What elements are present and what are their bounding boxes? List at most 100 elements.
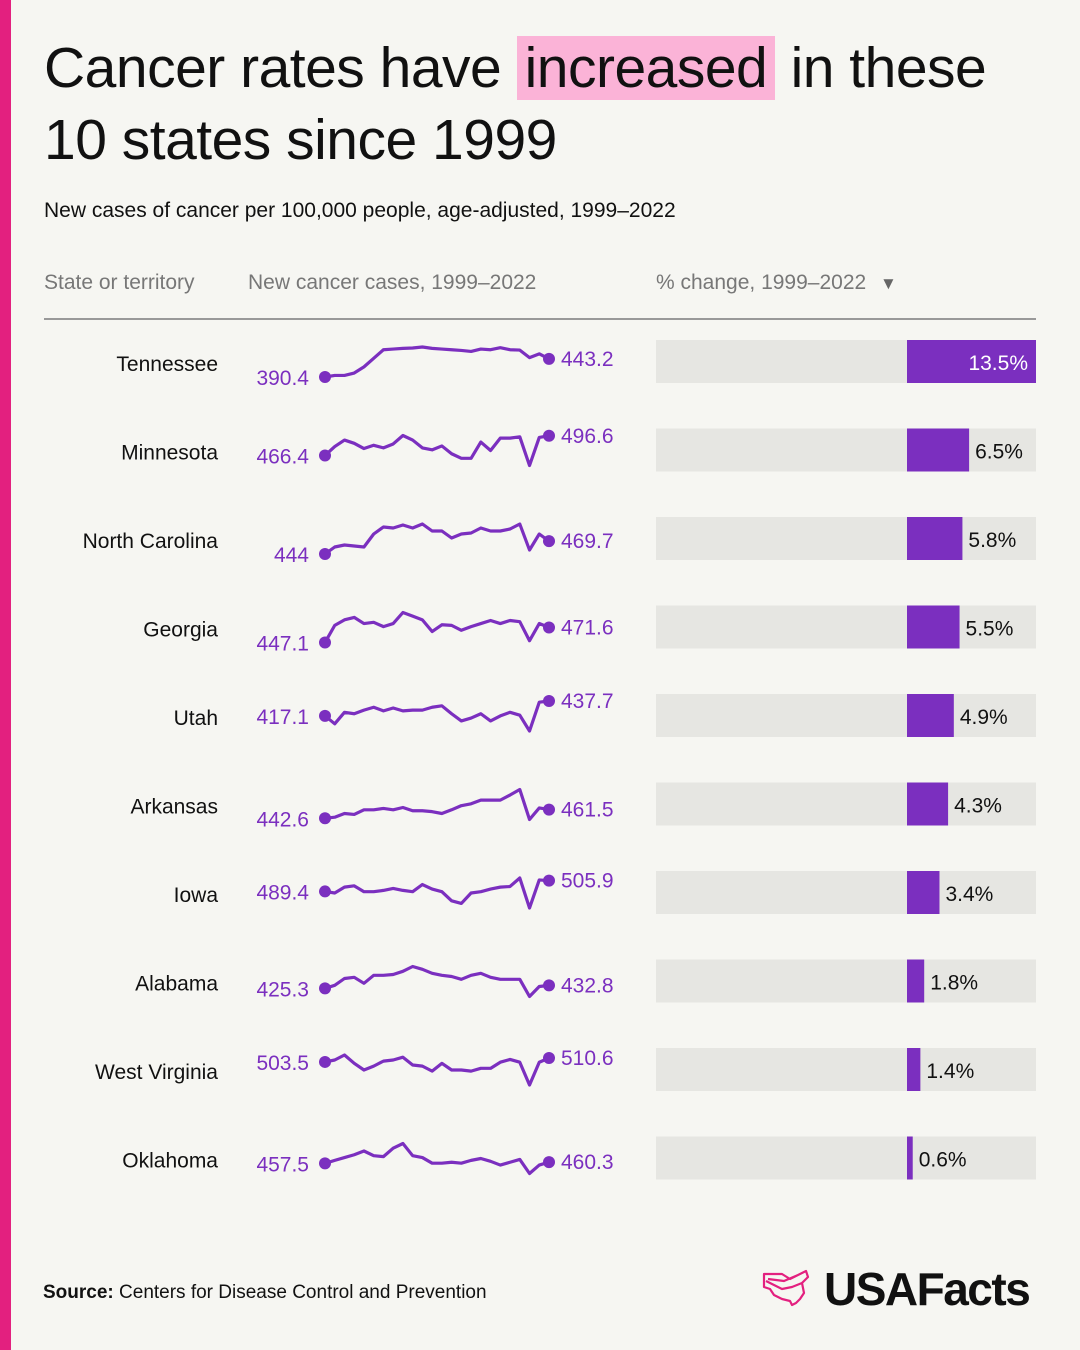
subtitle: New cases of cancer per 100,000 people, …: [44, 199, 676, 222]
change-label: 4.9%: [960, 706, 1008, 729]
end-dot: [543, 1052, 555, 1064]
change-bar: [907, 782, 949, 826]
end-dot: [543, 621, 555, 634]
end-value: 437.7: [561, 690, 614, 713]
end-dot: [543, 535, 555, 548]
start-dot: [319, 371, 331, 383]
change-label: 3.4%: [945, 883, 993, 906]
start-dot: [319, 812, 331, 825]
change-bar: [907, 871, 940, 914]
bar-track: [656, 428, 1036, 472]
usafacts-logo: USAFacts: [762, 1262, 1031, 1316]
end-dot: [543, 979, 555, 992]
usa-map-icon: [762, 1269, 810, 1307]
end-value: 432.8: [561, 974, 614, 997]
sparkline: [323, 610, 550, 644]
sparkline: [324, 1053, 550, 1087]
sparkline: [324, 787, 550, 822]
start-value: 447.1: [256, 633, 309, 656]
change-bar: [907, 340, 1036, 383]
end-dot: [543, 352, 555, 365]
bar-track: [656, 517, 1036, 560]
start-dot: [319, 885, 331, 898]
change-label: 5.5%: [966, 618, 1014, 641]
end-value: 469.7: [561, 530, 614, 553]
end-dot: [543, 429, 555, 442]
state-label: Tennessee: [116, 353, 218, 376]
start-value: 390.4: [256, 367, 309, 390]
start-dot: [319, 982, 331, 995]
start-value: 425.3: [256, 978, 309, 1001]
start-value: 417.1: [256, 706, 309, 729]
bar-track: [656, 871, 1036, 914]
start-value: 503.5: [256, 1052, 309, 1075]
sort-descending-icon[interactable]: ▼: [880, 274, 897, 293]
sparkline: [324, 964, 550, 999]
start-value: 457.5: [256, 1153, 309, 1176]
end-dot: [543, 803, 555, 816]
state-label: Utah: [174, 707, 218, 730]
sparkline: [324, 876, 550, 910]
change-bar: [907, 605, 960, 649]
logo-text: USAFacts: [824, 1263, 1031, 1315]
change-bar: [907, 517, 963, 560]
change-bar: [907, 694, 954, 737]
change-label: 13.5%: [968, 352, 1028, 375]
sparkline: [324, 522, 550, 556]
bar-track: [656, 1048, 1036, 1091]
end-dot: [543, 695, 555, 707]
change-label: 5.8%: [968, 529, 1016, 552]
title-highlight: increased: [516, 36, 776, 100]
change-bar: [907, 1048, 921, 1091]
source-note: Source: Centers for Disease Control and …: [43, 1282, 487, 1304]
change-label: 1.8%: [930, 972, 978, 995]
column-header-state: State or territory: [44, 271, 195, 294]
source-label: Source:: [43, 1282, 114, 1303]
change-bar: [907, 428, 970, 472]
start-dot: [319, 449, 331, 462]
sparkline: [324, 1141, 550, 1176]
end-dot: [543, 1156, 555, 1169]
start-dot: [319, 548, 331, 560]
change-label: 4.3%: [954, 795, 1002, 818]
end-value: 496.6: [561, 425, 614, 448]
start-dot: [319, 636, 331, 649]
end-value: 471.6: [561, 616, 614, 639]
column-header-change[interactable]: % change, 1999–2022 ▼: [656, 271, 897, 295]
start-dot: [319, 709, 331, 722]
end-value: 461.5: [561, 799, 614, 822]
state-label: West Virginia: [95, 1061, 218, 1084]
start-value: 444: [274, 544, 309, 567]
title-part: in these 10 states since 1999: [44, 36, 987, 172]
source-text: Centers for Disease Control and Preventi…: [119, 1282, 487, 1303]
end-value: 443.2: [561, 348, 614, 371]
column-header-cases: New cancer cases, 1999–2022: [248, 271, 537, 294]
title-part: Cancer rates have: [44, 36, 502, 100]
state-label: Alabama: [135, 973, 218, 996]
change-bar: [907, 1136, 913, 1180]
bar-track: [656, 694, 1036, 737]
bar-track: [656, 605, 1036, 649]
state-label: North Carolina: [83, 530, 219, 553]
sparkline: [323, 699, 550, 733]
sparkline: [324, 345, 550, 379]
start-value: 489.4: [256, 881, 309, 904]
page-title: Cancer rates have increased in these 10 …: [44, 32, 1044, 176]
start-value: 442.6: [256, 808, 309, 831]
end-value: 460.3: [561, 1151, 614, 1174]
end-value: 505.9: [561, 870, 614, 893]
side-stripe: [0, 0, 11, 1350]
bar-track: [656, 1136, 1036, 1180]
state-label: Georgia: [143, 619, 218, 642]
bar-track: [656, 782, 1036, 826]
change-label: 0.6%: [919, 1149, 967, 1172]
state-label: Minnesota: [121, 442, 218, 465]
state-label: Arkansas: [130, 796, 218, 819]
change-label: 1.4%: [926, 1060, 974, 1083]
change-label: 6.5%: [975, 441, 1023, 464]
end-value: 510.6: [561, 1047, 614, 1070]
end-dot: [543, 874, 555, 887]
bar-track: [656, 959, 1036, 1003]
column-header-change-label: % change, 1999–2022: [656, 271, 867, 294]
